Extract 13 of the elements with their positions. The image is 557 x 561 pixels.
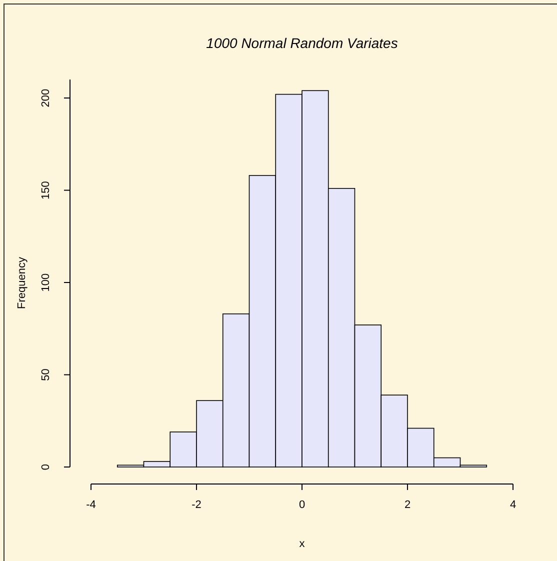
y-axis-title: Frequency	[16, 256, 28, 309]
chart-title: 1000 Normal Random Variates	[206, 35, 398, 51]
x-axis-title: x	[299, 538, 306, 550]
x-tick-label: 2	[404, 499, 411, 511]
y-tick-label: 150	[40, 181, 52, 200]
x-tick-label: 4	[510, 499, 516, 511]
y-tick-label: 100	[40, 273, 52, 292]
x-tick-label: -4	[86, 499, 96, 511]
y-tick-label: 0	[40, 464, 52, 470]
y-tick-label: 200	[40, 88, 52, 108]
x-tick-label: 0	[298, 499, 306, 511]
x-tick-label: -2	[192, 499, 202, 511]
y-tick-label: 50	[40, 368, 52, 381]
